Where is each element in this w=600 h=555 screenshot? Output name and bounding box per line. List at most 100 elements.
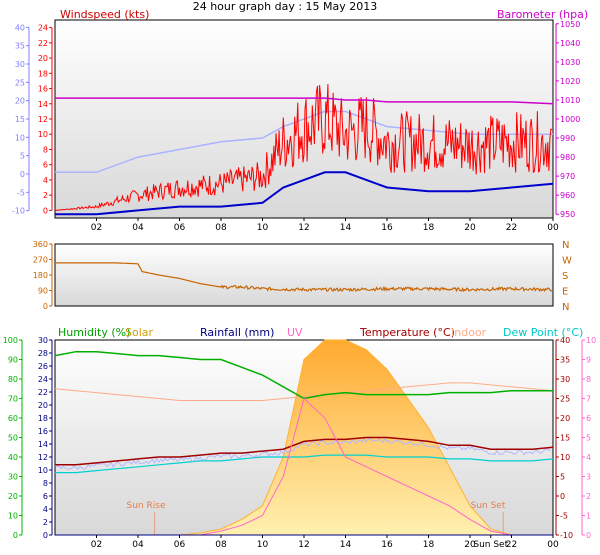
barometer-axis: 950 960 970 980 990 1000 1010 1020 1030 1040 1050 bbox=[555, 20, 580, 219]
x-axis-bottom-tick-label: 08 bbox=[215, 540, 227, 550]
humidity-axis-tick-label: 70 bbox=[8, 395, 18, 404]
conditions-axes: 0102030405060708090100024681012141618202… bbox=[3, 336, 596, 540]
outer-axis-tick-label: 20 bbox=[15, 97, 25, 106]
temperature-axis-tick-label: 0 bbox=[560, 492, 565, 501]
compass-label: N bbox=[562, 240, 569, 251]
wind-direction-series bbox=[55, 262, 552, 293]
windspeed-axis-tick-label: 2 bbox=[43, 191, 48, 200]
barometer-axis-tick-label: 1020 bbox=[560, 77, 580, 86]
rainfall-axis-tick-label: 24 bbox=[38, 375, 48, 384]
humidity-axis-tick-label: 10 bbox=[8, 512, 18, 521]
humidity-axis-tick-label: 60 bbox=[8, 414, 18, 423]
temperature-axis-tick-label: 30 bbox=[560, 375, 570, 384]
windspeed-panel: Windspeed (kts) Barometer (hpa) -10 -5 0 5 1… bbox=[12, 8, 588, 233]
temperature-axis-tick-label: 20 bbox=[560, 414, 570, 423]
temperature-axis-tick-label: 5 bbox=[560, 473, 565, 482]
x-axis-tick-label: 18 bbox=[423, 223, 435, 233]
conditions-panel: Humidity (%) Solar Rainfall (mm) UV Temp… bbox=[3, 326, 596, 550]
x-axis-tick-label: 02 bbox=[91, 223, 102, 233]
direction-axis-tick-label: 180 bbox=[33, 271, 48, 280]
outer-axis-tick-label: 30 bbox=[15, 60, 25, 69]
rainfall-axis-tick-label: 6 bbox=[43, 492, 48, 501]
direction-axis-tick-label: 0 bbox=[43, 302, 48, 311]
wind-direction-panel-background bbox=[54, 243, 554, 307]
wind-direction-line bbox=[55, 262, 552, 293]
uv-axis-tick-label: 6 bbox=[586, 414, 591, 423]
windspeed-outer-axis: -10 -5 0 5 10 15 20 25 30 35 40 bbox=[12, 23, 30, 216]
windspeed-label: Windspeed (kts) bbox=[60, 8, 149, 21]
windspeed-axis-tick-label: 24 bbox=[38, 24, 48, 33]
uv-axis-tick-label: 0 bbox=[586, 531, 591, 540]
humidity-axis-tick-label: 0 bbox=[13, 531, 18, 540]
uv-axis-tick-label: 2 bbox=[586, 492, 591, 501]
indoor-label: Indoor bbox=[451, 326, 487, 339]
uv-axis-tick-label: 7 bbox=[586, 395, 591, 404]
x-axis-tick-label: 16 bbox=[381, 223, 393, 233]
rainfall-axis-tick-label: 18 bbox=[38, 414, 48, 423]
indoor-line bbox=[54, 382, 554, 401]
dewpoint-label: Dew Point (°C) bbox=[503, 326, 583, 339]
humidity-axis-tick-label: 30 bbox=[8, 473, 18, 482]
uv-axis-tick-label: 9 bbox=[586, 356, 591, 365]
temperature-axis-tick-label: 10 bbox=[560, 453, 570, 462]
x-axis-tick-label: 22 bbox=[506, 223, 517, 233]
compass-label: E bbox=[562, 287, 568, 298]
humidity-axis-tick-label: 100 bbox=[3, 336, 18, 345]
x-axis-bottom-tick-label: 04 bbox=[132, 540, 144, 550]
compass-label: N bbox=[562, 302, 569, 313]
outer-axis-tick-label: 40 bbox=[15, 23, 25, 32]
temperature-axis-tick-label: 35 bbox=[560, 356, 570, 365]
windspeed-axis-tick-label: 0 bbox=[43, 206, 48, 215]
temperature-axis-tick-label: 15 bbox=[560, 434, 570, 443]
windspeed-axis-tick-label: 20 bbox=[38, 54, 48, 63]
windspeed-line bbox=[54, 83, 553, 211]
solar-label: Solar bbox=[125, 326, 154, 339]
windspeed-axis-tick-label: 12 bbox=[38, 115, 48, 124]
x-axis-tick-label: 20 bbox=[464, 223, 476, 233]
wind-direction-axis: 0 90 180 270 360 bbox=[33, 240, 53, 311]
x-axis-bottom-tick-label: 14 bbox=[340, 540, 352, 550]
barometer-axis-tick-label: 1030 bbox=[560, 58, 580, 67]
windspeed-axis-tick-label: 8 bbox=[43, 145, 48, 154]
rainfall-axis-tick-label: 22 bbox=[38, 388, 48, 397]
barometer-axis-tick-label: 980 bbox=[560, 153, 575, 162]
humidity-axis-tick-label: 80 bbox=[8, 375, 18, 384]
windspeed-axis-tick-label: 16 bbox=[38, 85, 48, 94]
uv-axis-tick-label: 1 bbox=[586, 512, 591, 521]
x-axis-bottom-tick-label: 16 bbox=[381, 540, 393, 550]
rainfall-axis-tick-label: 2 bbox=[43, 518, 48, 527]
rainfall-axis-tick-label: 4 bbox=[43, 505, 48, 514]
dewpoint-line bbox=[55, 454, 554, 474]
uv-axis-tick-label: 10 bbox=[586, 336, 596, 345]
sun-rise-annotation: Sun Rise bbox=[127, 501, 166, 511]
rainfall-axis-tick-label: 26 bbox=[38, 362, 48, 371]
outer-axis-tick-label: 25 bbox=[15, 78, 25, 87]
humidity-label: Humidity (%) bbox=[58, 326, 130, 339]
outer-axis-tick-label: 0 bbox=[20, 170, 25, 179]
humidity-axis-tick-label: 90 bbox=[8, 356, 18, 365]
rainfall-axis-tick-label: 8 bbox=[43, 479, 48, 488]
x-axis-tick-label: 10 bbox=[257, 223, 269, 233]
windspeed-axis-tick-label: 22 bbox=[38, 39, 48, 48]
direction-axis-tick-label: 270 bbox=[33, 256, 48, 265]
rainfall-axis-tick-label: 16 bbox=[38, 427, 48, 436]
x-axis-bottom-tick-label: Sun Set bbox=[473, 540, 508, 550]
barometer-axis-tick-label: 1050 bbox=[560, 20, 580, 29]
x-axis-tick-label: 00 bbox=[547, 223, 559, 233]
barometer-axis-tick-label: 990 bbox=[560, 134, 575, 143]
compass-label: W bbox=[562, 256, 572, 267]
direction-axis-tick-label: 90 bbox=[38, 287, 48, 296]
windspeed-series bbox=[54, 83, 554, 216]
windspeed-x-axis: 02 04 06 08 10 12 14 16 18 20 22 00 bbox=[91, 218, 559, 233]
windspeed-avg-line bbox=[55, 171, 554, 216]
page-title: 24 hour graph day : 15 May 2013 bbox=[193, 0, 378, 13]
outer-axis-tick-label: 10 bbox=[15, 133, 25, 142]
humidity-axis-tick-label: 40 bbox=[8, 453, 18, 462]
temperature-axis-tick-label: 25 bbox=[560, 395, 570, 404]
x-axis-tick-label: 04 bbox=[132, 223, 144, 233]
windspeed-axis-tick-label: 4 bbox=[43, 176, 48, 185]
barometer-label: Barometer (hpa) bbox=[497, 8, 588, 21]
